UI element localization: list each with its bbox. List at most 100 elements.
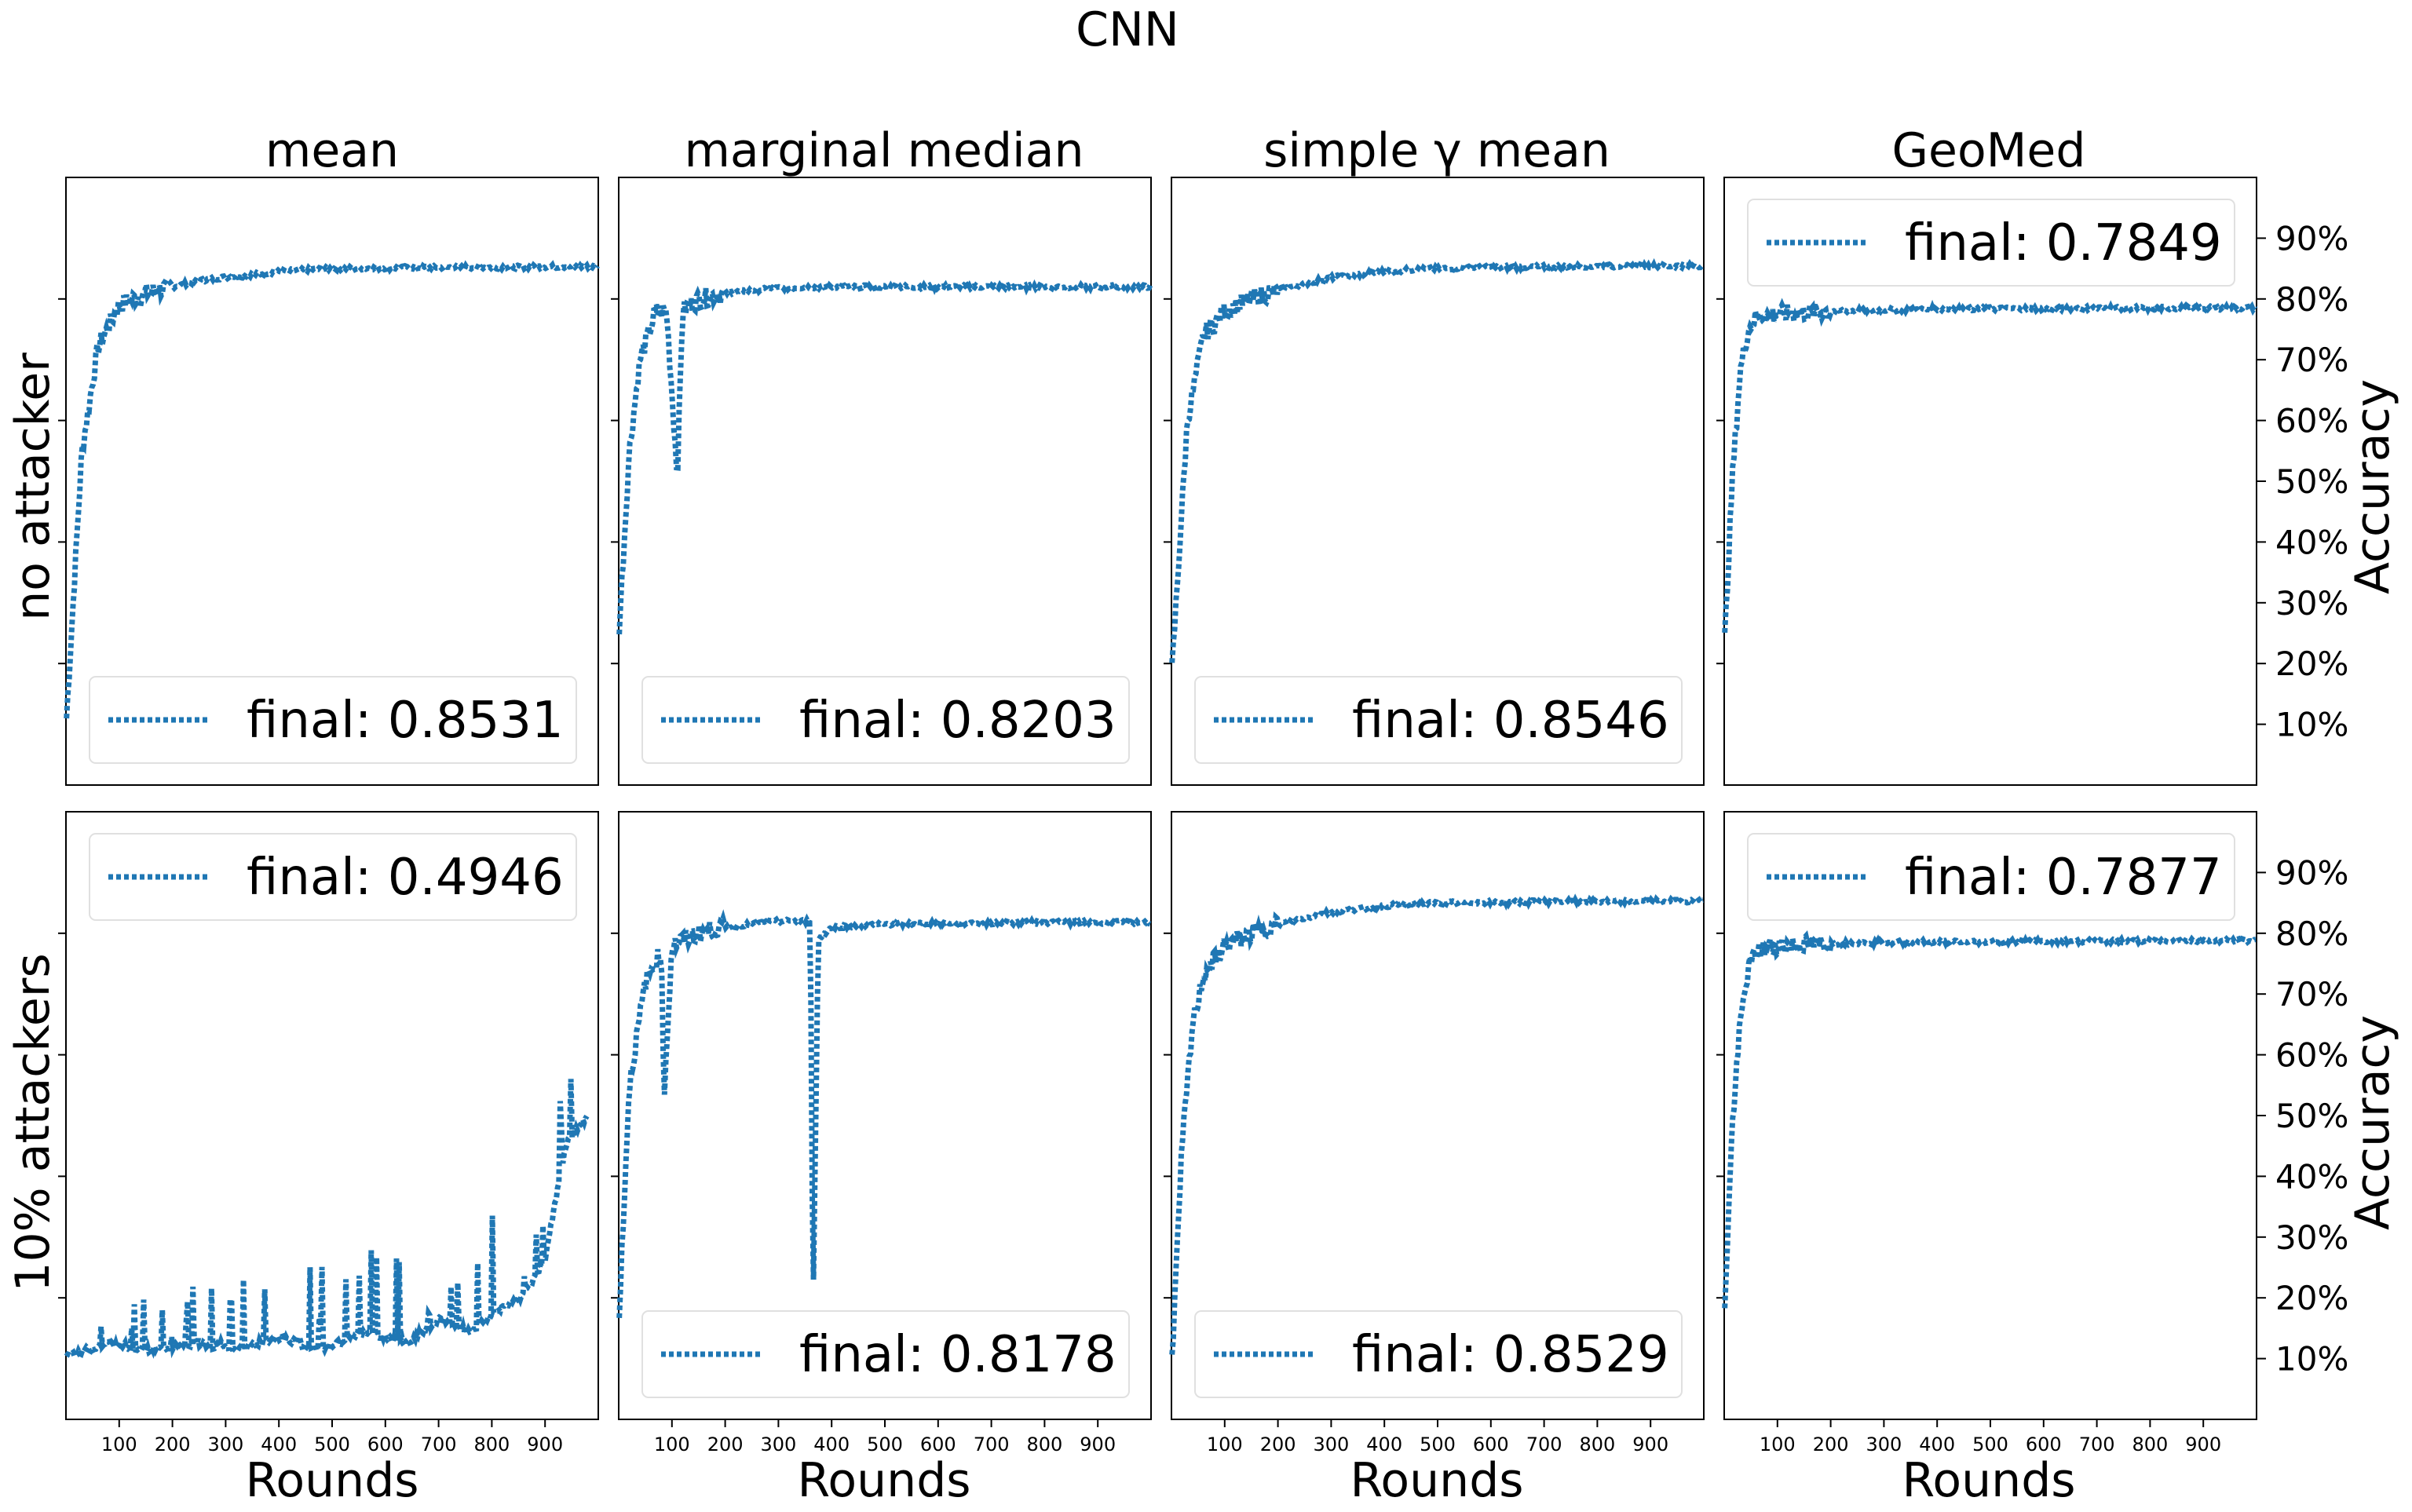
legend-label: final: 0.7849 [1905,214,2222,272]
x-tick-label: 800 [1579,1433,1615,1455]
xlabel-simple-gamma-mean: Rounds [1350,1453,1523,1508]
y-tick-label: 40% [2275,523,2348,561]
panel-10-attackers-marginal-median: 100 200 300 400 500 600 700 800 900 final: 0.8178 [611,811,1152,1455]
legend-box [1194,1310,1683,1398]
legend: final: 0.8546 [1194,676,1683,764]
y-tick-label: 30% [2275,584,2348,623]
legend: final: 0.4946 [89,833,577,921]
x-tick-label: 900 [527,1433,563,1455]
x-tick-label: 800 [1026,1433,1062,1455]
x-tick-label: 400 [261,1433,297,1455]
legend-box [1747,833,2235,921]
y-tick-label: 20% [2275,1279,2348,1317]
series-line [616,278,1153,635]
x-tick-label: 400 [1919,1433,1955,1455]
legend-box [89,833,577,921]
legend-label: final: 0.8529 [1352,1326,1669,1384]
legend-label: final: 0.8178 [799,1326,1116,1384]
y-tick-label: 70% [2275,341,2348,379]
y-tick-label: 90% [2275,219,2348,257]
series-line [64,260,600,719]
y-tick-label: 40% [2275,1157,2348,1196]
x-tick-label: 800 [473,1433,510,1455]
y-tick-label: 10% [2275,706,2348,744]
legend-label: final: 0.8546 [1352,692,1669,750]
col-title-geomed: GeoMed [1892,123,2086,178]
plot-frame [1171,177,1705,786]
series-line [1722,930,2257,1309]
panel-no-attacker-marginal-median: final: 0.8203 [611,177,1153,786]
y-tick-label: 50% [2275,1097,2348,1135]
x-tick-label: 500 [1972,1433,2008,1455]
panel-10-attackers-simple-mean: 100 200 300 400 500 600 700 800 900 final: 0.8529 [1164,811,1705,1455]
row-title-10-attackers: 10% attackers [5,953,60,1291]
x-tick-label: 600 [367,1433,404,1455]
series-line [1722,298,2258,634]
y-tick-label: 70% [2275,975,2348,1013]
x-tick-label: 500 [314,1433,350,1455]
legend-box [89,676,577,764]
x-tick-label: 600 [920,1433,956,1455]
x-tick-label: 300 [207,1433,243,1455]
xlabel-geomed: Rounds [1902,1453,2075,1508]
x-tick-label: 200 [155,1433,191,1455]
legend-box [641,676,1130,764]
y-tick-label: 20% [2275,645,2348,683]
legend: final: 0.7849 [1747,199,2235,287]
series-line [64,1079,590,1360]
y-tick-label: 10% [2275,1340,2348,1379]
ylabel-right-bottom: Accuracy [2345,1015,2400,1230]
legend: final: 0.8529 [1194,1310,1683,1398]
x-tick-label: 800 [2132,1433,2168,1455]
legend: final: 0.8178 [641,1310,1130,1398]
legend-label: final: 0.8531 [247,692,564,750]
x-tick-label: 400 [1366,1433,1402,1455]
y-tick-label: 50% [2275,462,2348,501]
x-tick-label: 900 [1632,1433,1668,1455]
x-tick-label: 500 [867,1433,903,1455]
x-tick-label: 900 [1080,1433,1116,1455]
ylabel-right-top: Accuracy [2345,379,2400,594]
series-line [1169,257,1705,663]
x-tick-label: 500 [1420,1433,1456,1455]
x-tick-label: 900 [2185,1433,2221,1455]
y-tick-label: 60% [2275,1036,2348,1075]
x-tick-label: 300 [1313,1433,1349,1455]
x-tick-label: 700 [421,1433,457,1455]
row-title-no-attacker: no attacker [5,352,60,621]
xlabel-mean: Rounds [245,1453,418,1508]
x-tick-label: 300 [760,1433,796,1455]
panel-10-attackers-mean: 100 200 300 400 500 600 700 800 900 final: 0.4946 [58,811,599,1455]
series-line [1169,893,1705,1355]
y-tick-label: 80% [2275,280,2348,319]
plot-frame [618,177,1152,786]
legend-label: final: 0.4946 [247,849,564,907]
panel-no-attacker-mean: final: 0.8531 [58,177,600,786]
y-tick-label: 30% [2275,1218,2348,1257]
x-tick-label: 100 [101,1433,137,1455]
series-line [616,909,1152,1318]
x-tick-label: 700 [1526,1433,1562,1455]
x-tick-label: 100 [1760,1433,1796,1455]
legend-box [1747,199,2235,287]
legend-box [1194,676,1683,764]
legend-label: final: 0.8203 [799,692,1116,750]
x-tick-label: 700 [974,1433,1010,1455]
x-tick-label: 200 [707,1433,744,1455]
y-tick-label: 90% [2275,853,2348,892]
figure-title: CNN [1076,2,1179,57]
x-tick-label: 300 [1866,1433,1902,1455]
legend: final: 0.8531 [89,676,577,764]
x-tick-label: 200 [1260,1433,1296,1455]
legend-label: final: 0.7877 [1905,849,2222,907]
legend-box [641,1310,1130,1398]
x-tick-label: 400 [813,1433,850,1455]
x-tick-label: 700 [2079,1433,2115,1455]
xlabel-marginal-median: Rounds [797,1453,970,1508]
y-tick-label: 60% [2275,402,2348,440]
x-tick-label: 600 [2026,1433,2062,1455]
x-tick-label: 100 [1207,1433,1243,1455]
x-tick-label: 600 [1473,1433,1509,1455]
panel-no-attacker-simple-mean: final: 0.8546 [1164,177,1705,786]
